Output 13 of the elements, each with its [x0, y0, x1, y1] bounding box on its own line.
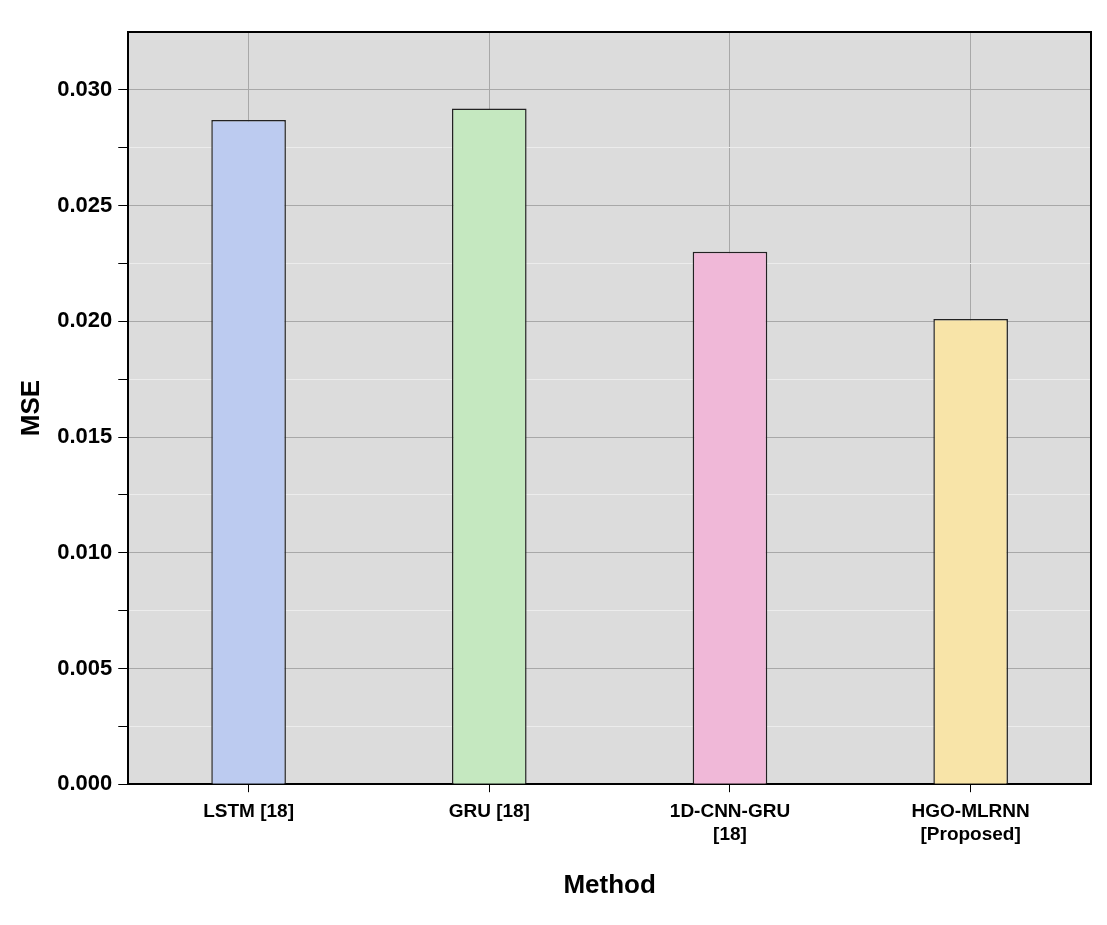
y-tick-label: 0.020 [57, 307, 113, 333]
x-tick-label: GRU [18] [448, 799, 530, 821]
y-tick-label: 0.000 [57, 770, 113, 796]
y-tick-label: 0.005 [57, 654, 113, 680]
y-axis-title: MSE [14, 379, 45, 437]
y-tick-label: 0.030 [57, 75, 113, 101]
x-tick-label: HGO-MLRNN [Proposed] [911, 799, 1030, 844]
y-tick-label: 0.015 [57, 423, 113, 449]
x-tick-label: LSTM [18] [203, 799, 294, 821]
x-tick-label: 1D-CNN-GRU [18] [669, 799, 791, 844]
x-axis-title: Method [563, 868, 656, 899]
y-tick-label: 0.010 [57, 538, 113, 564]
y-tick-label: 0.025 [57, 191, 113, 217]
